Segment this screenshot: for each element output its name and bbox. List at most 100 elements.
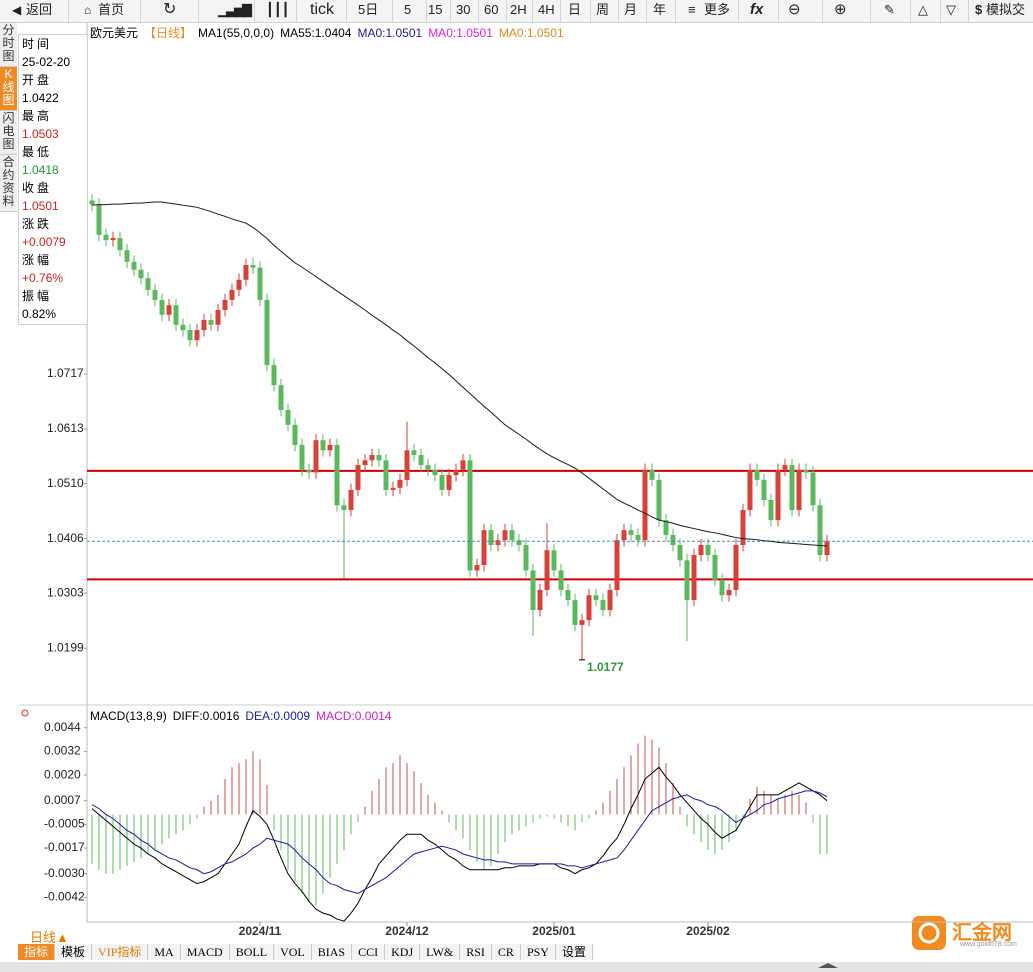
indicator-tab[interactable]: LW&: [420, 944, 461, 960]
candle-body: [649, 469, 655, 480]
logo-name: 汇金网: [952, 922, 1012, 944]
y-tick-label: 0.0007: [44, 793, 81, 807]
period-button[interactable]: 周: [596, 2, 610, 17]
sim-button[interactable]: 模拟交: [986, 2, 1026, 17]
separator: [675, 0, 676, 22]
candle-body: [586, 595, 592, 621]
separator: [426, 0, 427, 22]
period-button[interactable]: 30: [456, 2, 471, 17]
indicator-tab[interactable]: BIAS: [311, 944, 353, 960]
macd-line: [91, 766, 828, 922]
candle-body: [341, 505, 347, 511]
indicator-tab[interactable]: CCI: [352, 944, 386, 960]
candle-body: [544, 550, 550, 590]
candle-body: [579, 620, 585, 625]
candle-body: [677, 544, 683, 561]
y-tick-label: 1.0510: [47, 476, 84, 490]
more-button[interactable]: 更多: [704, 2, 731, 17]
indicator-tab[interactable]: MACD: [180, 944, 230, 960]
period-button[interactable]: 15: [428, 2, 443, 17]
indicator-tab[interactable]: 模板: [55, 944, 93, 960]
y-tick-label: 1.0406: [47, 531, 84, 545]
pencil[interactable]: ✎: [884, 2, 895, 17]
period-button[interactable]: 月: [624, 2, 638, 17]
indicator-tab[interactable]: VOL: [274, 944, 312, 960]
back-button[interactable]: 返回: [26, 2, 53, 17]
home-button[interactable]: 首页: [98, 2, 125, 17]
indicator-tab[interactable]: CR: [491, 944, 521, 960]
separator: [140, 0, 141, 22]
candle-body: [600, 600, 606, 611]
candle-body: [558, 570, 564, 590]
y-tick-label: 0.0032: [44, 744, 81, 758]
fx-button[interactable]: fx: [750, 1, 764, 18]
candle-body: [138, 269, 144, 279]
info-label: 收盘: [22, 181, 53, 195]
macd-legend: MACD(13,8,9) DIFF:0.0016 DEA:0.0009 MACD:0.…: [90, 709, 397, 723]
down-tri[interactable]: ▽: [946, 2, 956, 17]
macd-settings-icon[interactable]: [21, 709, 29, 717]
info-value: 1.0501: [22, 199, 59, 213]
indicator-tab[interactable]: 指标: [18, 944, 56, 960]
legend-entry: MA0:1.0501: [357, 26, 423, 40]
logo-mark: [918, 922, 940, 944]
period-button[interactable]: 日: [568, 2, 582, 17]
candle-body: [187, 330, 193, 341]
up-tri[interactable]: △: [918, 2, 928, 17]
indicator-tab[interactable]: RSI: [460, 944, 492, 960]
info-panel: 时间 25-02-20 开盘 1.0422 最高 1.0503 最低 1.0418 收盘 1.05…: [18, 34, 88, 325]
info-label: 最高: [22, 109, 53, 123]
candle-body: [348, 489, 354, 511]
candle-body: [362, 460, 368, 466]
info-label: 最低: [22, 145, 53, 159]
separator: [68, 0, 69, 22]
candle-body: [383, 460, 389, 490]
candle-body: [257, 267, 263, 300]
candle-body: [537, 589, 543, 611]
candle-body: [761, 479, 767, 500]
separator: [910, 0, 911, 22]
indicator-tab[interactable]: 设置: [555, 944, 593, 960]
separator: [738, 0, 739, 22]
period-button[interactable]: 4H: [538, 2, 555, 17]
indicator-tab[interactable]: KDJ: [385, 944, 421, 960]
indicator-tabs: 指标 模板 VIP指标 MA MACD BOLL VOL BIAS CCI KDJ LW& RSI CR…: [18, 944, 593, 960]
period-button[interactable]: 年: [653, 2, 667, 17]
x-tick-label: 2024/12: [385, 924, 429, 938]
side-tab[interactable]: 分时图: [0, 23, 17, 67]
side-tab[interactable]: 合约资料: [0, 155, 17, 212]
candle-icon[interactable]: ┃┃┃: [266, 2, 290, 17]
scroll-thumb[interactable]: [818, 963, 838, 968]
candle-body: [411, 450, 417, 456]
candle-body: [593, 595, 599, 601]
y-tick-label: -0.0005: [44, 817, 85, 831]
zoom-out[interactable]: ⊖: [788, 1, 801, 18]
indicator-tab[interactable]: VIP指标: [92, 944, 149, 960]
instrument: 欧元美元: [90, 26, 139, 40]
period-button[interactable]: 60: [484, 2, 499, 17]
candle-body: [530, 570, 536, 611]
side-tab[interactable]: 闪电图: [0, 111, 17, 155]
separator: [778, 0, 779, 22]
separator: [532, 0, 533, 22]
side-tab[interactable]: K线图: [0, 67, 17, 111]
period-button[interactable]: 2H: [510, 2, 527, 17]
candle-body: [824, 541, 830, 556]
period-button[interactable]: 日线▲: [30, 930, 69, 945]
zoom-in[interactable]: ⊕: [834, 1, 847, 18]
indicator-tab[interactable]: PSY: [520, 944, 556, 960]
period-button[interactable]: 5: [404, 2, 412, 17]
info-value: +0.76%: [22, 271, 64, 285]
chart-icon[interactable]: ▁▃▅▇: [218, 2, 252, 17]
scrollbar[interactable]: [0, 962, 1033, 972]
indicator-tab[interactable]: BOLL: [229, 944, 275, 960]
candle-body: [229, 289, 235, 300]
candle-body: [712, 555, 718, 580]
separator: [392, 0, 393, 22]
refresh-icon[interactable]: ↻: [163, 1, 177, 18]
candle-body: [726, 589, 732, 596]
period-button[interactable]: 5日: [358, 2, 379, 17]
tick-button[interactable]: tick: [310, 1, 334, 18]
indicator-tab[interactable]: MA: [148, 944, 181, 960]
